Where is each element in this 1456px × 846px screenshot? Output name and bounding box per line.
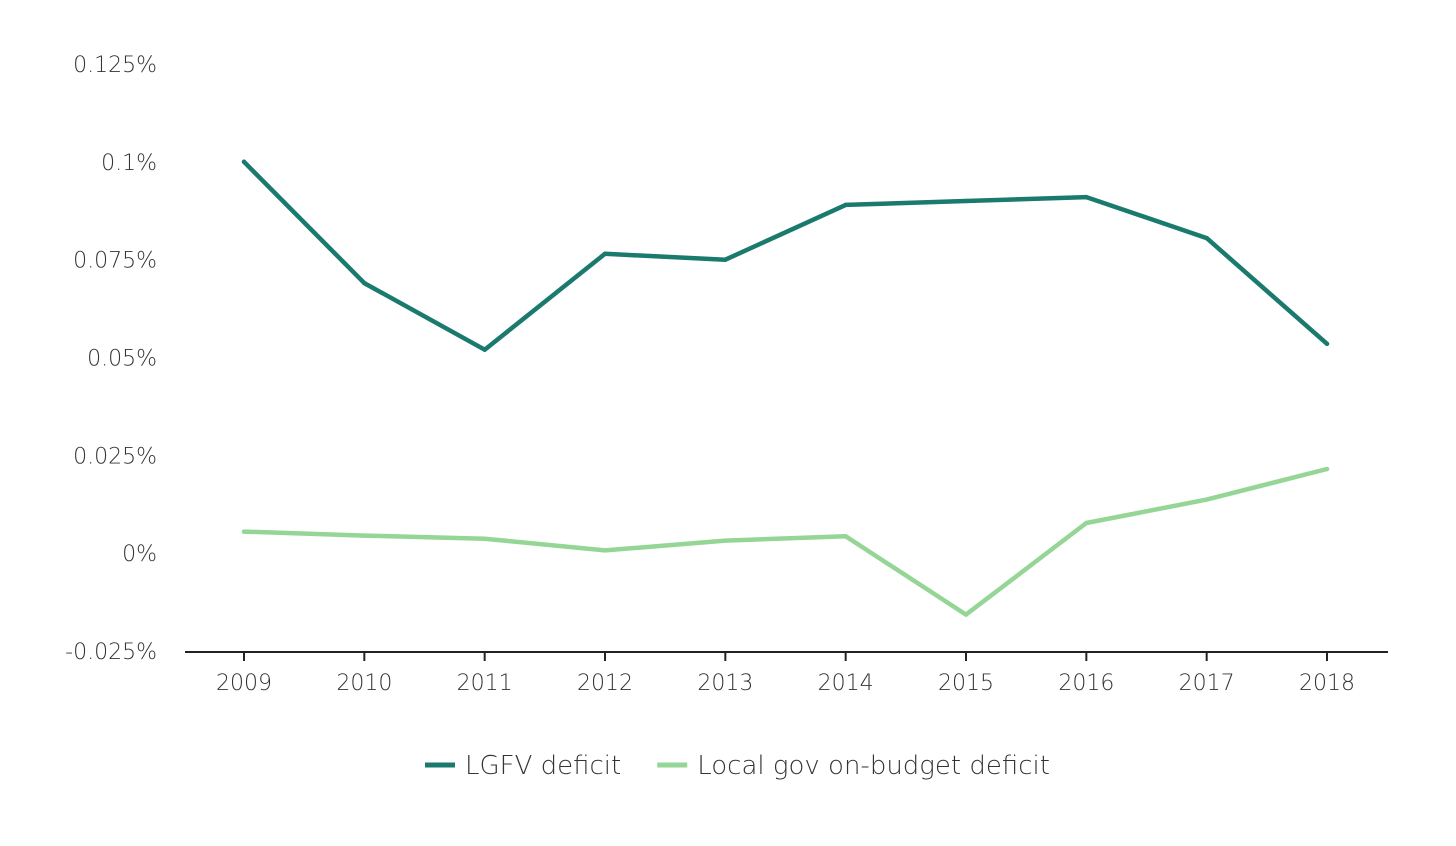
- y-axis: 0.125% 0.1% 0.075% 0.05% 0.025% 0% -0.025%: [65, 53, 157, 665]
- data-point: [1084, 520, 1089, 526]
- y-tick-label: 0.125%: [73, 53, 157, 78]
- x-tick-label: 2016: [1058, 671, 1114, 696]
- data-point: [602, 251, 608, 256]
- x-tick-label: 2014: [818, 671, 874, 696]
- data-point: [1084, 194, 1089, 200]
- data-point: [1204, 235, 1209, 241]
- data-point: [482, 536, 487, 541]
- x-axis: 2009 2010 2011 2012 2013 2014 2015 2016 2017 2018: [185, 651, 1388, 696]
- y-tick-label: -0.025%: [65, 640, 157, 665]
- data-point: [843, 202, 848, 208]
- data-point: [1324, 466, 1330, 472]
- legend: LGFV deficit Local gov on-budget deficit: [425, 751, 1050, 781]
- x-tick-label: 2017: [1179, 671, 1235, 696]
- series-line-0: [241, 159, 1330, 352]
- data-point: [362, 280, 367, 286]
- data-point: [1324, 341, 1330, 347]
- legend-label: LGFV deficit: [465, 751, 621, 781]
- series-line-1: [241, 466, 1330, 617]
- data-point: [602, 548, 608, 553]
- data-point: [723, 257, 728, 262]
- y-tick-label: 0.025%: [73, 444, 157, 469]
- data-point: [1204, 497, 1209, 502]
- x-tick-label: 2013: [697, 671, 753, 696]
- data-point: [843, 534, 848, 539]
- legend-label: Local gov on-budget deficit: [697, 751, 1050, 781]
- data-point: [482, 347, 487, 352]
- x-tick-label: 2015: [938, 671, 994, 696]
- x-tick-label: 2011: [457, 671, 513, 696]
- data-point: [963, 612, 969, 617]
- y-tick-label: 0.05%: [87, 347, 157, 372]
- x-tick-label: 2018: [1299, 671, 1355, 696]
- series-lines: [241, 159, 1330, 617]
- data-point: [241, 529, 247, 534]
- x-tick-label: 2009: [216, 671, 272, 696]
- data-point: [723, 538, 728, 543]
- data-point: [241, 159, 247, 165]
- y-tick-label: 0.1%: [101, 151, 157, 176]
- x-tick-label: 2010: [336, 671, 392, 696]
- x-tick-label: 2012: [577, 671, 633, 696]
- y-tick-label: 0%: [122, 542, 157, 567]
- data-point: [362, 533, 367, 538]
- y-tick-label: 0.075%: [73, 249, 157, 274]
- data-point: [963, 198, 969, 204]
